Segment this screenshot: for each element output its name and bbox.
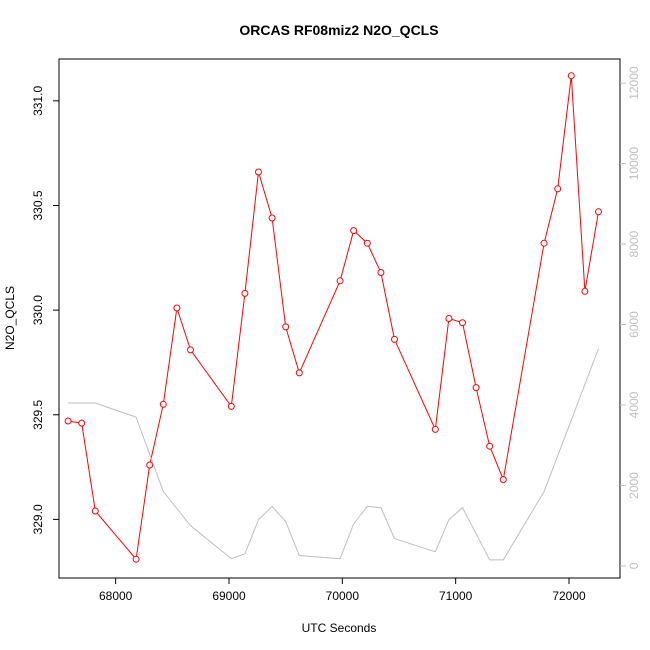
data-point bbox=[567, 72, 575, 80]
data-point bbox=[282, 323, 290, 331]
data-point bbox=[391, 335, 398, 343]
data-point bbox=[187, 346, 194, 354]
y2-tick-label: 0 bbox=[627, 562, 641, 569]
data-point bbox=[78, 419, 86, 427]
chart-title: ORCAS RF08miz2 N2O_QCLS bbox=[239, 22, 438, 38]
data-point bbox=[431, 425, 439, 433]
y-tick-label: 329.5 bbox=[31, 399, 45, 429]
x-axis: 68000 69000 70000 71000 72000 bbox=[99, 578, 586, 603]
data-point bbox=[91, 507, 99, 515]
y2-tick-label: 4000 bbox=[627, 391, 641, 418]
plot-frame bbox=[58, 58, 621, 579]
data-point bbox=[132, 555, 140, 563]
data-point bbox=[146, 461, 154, 469]
data-point bbox=[595, 208, 602, 216]
data-point bbox=[173, 304, 181, 312]
series-line-0 bbox=[68, 75, 599, 561]
data-point bbox=[64, 417, 72, 425]
y-axis-right: 0 2000 4000 6000 8000 10000 12000 bbox=[620, 66, 641, 569]
x-tick-label: 68000 bbox=[99, 589, 133, 603]
y-axis-left: 329.0 329.5 330.0 330.5 331.0 bbox=[31, 86, 59, 534]
y2-tick-label: 6000 bbox=[627, 311, 641, 338]
data-point bbox=[241, 289, 249, 297]
x-tick-label: 71000 bbox=[439, 589, 473, 603]
y2-tick-label: 2000 bbox=[627, 472, 641, 499]
data-point bbox=[472, 384, 480, 392]
x-tick-label: 69000 bbox=[212, 589, 246, 603]
series-layer bbox=[64, 72, 602, 563]
data-point bbox=[554, 185, 562, 193]
y-tick-label: 330.0 bbox=[31, 295, 45, 325]
data-point bbox=[377, 269, 385, 276]
data-point bbox=[581, 287, 589, 295]
y2-tick-label: 12000 bbox=[627, 66, 641, 100]
x-axis-label: UTC Seconds bbox=[302, 621, 377, 635]
data-point bbox=[363, 239, 371, 247]
data-point bbox=[295, 369, 303, 377]
data-point bbox=[336, 277, 344, 285]
data-point bbox=[255, 168, 262, 176]
y-tick-label: 329.0 bbox=[31, 504, 45, 534]
x-tick-label: 72000 bbox=[552, 589, 586, 603]
y2-tick-label: 10000 bbox=[627, 147, 641, 181]
y-tick-label: 331.0 bbox=[31, 86, 45, 116]
series-line-1 bbox=[68, 348, 599, 561]
y-tick-label: 330.5 bbox=[31, 190, 45, 220]
data-point bbox=[268, 214, 276, 222]
data-point bbox=[459, 319, 466, 327]
y-axis-label: N2O_QCLS bbox=[3, 286, 17, 350]
data-point bbox=[486, 442, 494, 450]
data-point bbox=[445, 315, 453, 322]
data-point bbox=[159, 400, 167, 408]
data-point bbox=[499, 476, 507, 484]
x-tick-label: 70000 bbox=[326, 589, 360, 603]
data-point bbox=[350, 227, 358, 235]
y2-tick-label: 8000 bbox=[627, 230, 641, 257]
data-point bbox=[227, 402, 235, 410]
data-point bbox=[540, 239, 548, 247]
